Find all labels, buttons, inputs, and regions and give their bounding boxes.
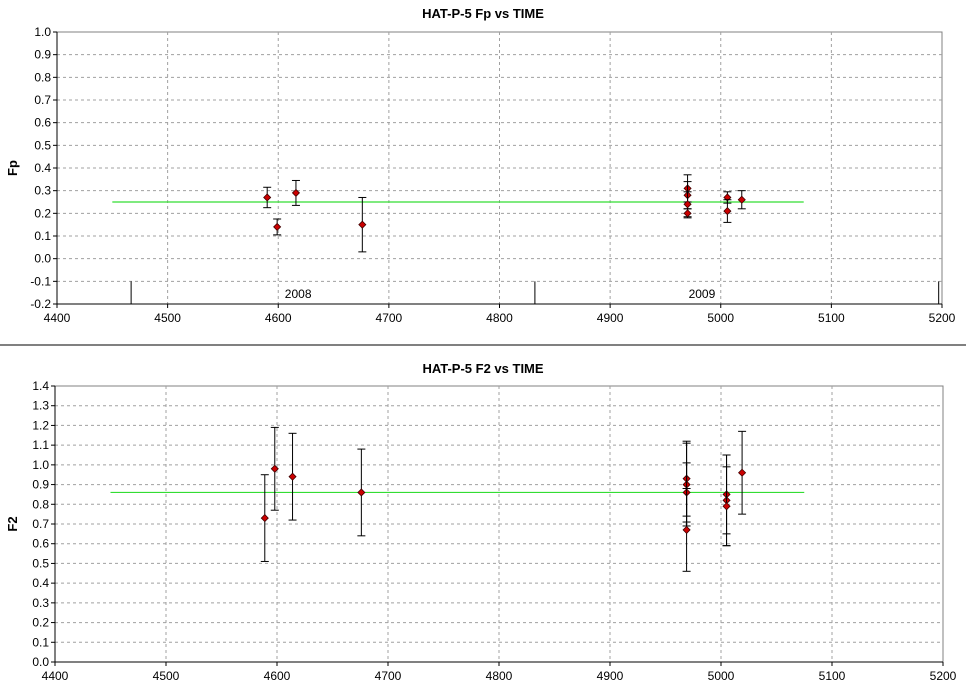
chart-title: HAT-P-5 Fp vs TIME [422, 6, 544, 21]
data-point [357, 488, 366, 497]
y-tick-label: 0.8 [32, 497, 49, 511]
y-tick-label: 1.2 [32, 418, 49, 432]
data-point [358, 220, 367, 229]
y-tick-label: 0.2 [32, 616, 49, 630]
y-tick-label: 1.0 [32, 458, 49, 472]
fp-chart-panel: HAT-P-5 Fp vs TIME Fp -0.2 -0.1 0.0 0.1 0.2 0… [5, 6, 956, 325]
year-label: 2008 [285, 287, 312, 301]
y-tick-label: 1.3 [32, 399, 49, 413]
y-tick-label: 0.6 [32, 537, 49, 551]
x-tick-label: 4400 [42, 669, 69, 683]
x-tick-label: 4400 [44, 311, 71, 325]
x-tick-label: 4500 [153, 669, 180, 683]
x-tick-label: 5200 [930, 669, 957, 683]
x-tick-label: 4500 [154, 311, 181, 325]
x-tick-label: 5200 [929, 311, 956, 325]
chart-title: HAT-P-5 F2 vs TIME [422, 361, 543, 376]
y-tick-label: 0.1 [32, 635, 49, 649]
x-tick-label: 4700 [375, 669, 402, 683]
data-point [683, 200, 692, 209]
x-tick-label: 4700 [376, 311, 403, 325]
data-point [291, 188, 301, 197]
x-tick-label: 4900 [597, 669, 624, 683]
year-label: 2009 [689, 287, 716, 301]
data-point [263, 193, 272, 202]
y-tick-label: -0.1 [30, 274, 51, 288]
data-point [722, 502, 731, 511]
y-tick-label: 0.4 [32, 576, 49, 590]
y-tick-label: 0.7 [34, 93, 51, 107]
x-tick-label: 4800 [486, 669, 513, 683]
data-point [270, 464, 279, 473]
y-tick-label: 1.0 [34, 25, 51, 39]
data-point [723, 207, 732, 216]
y-tick-label: 0.5 [32, 556, 49, 570]
x-tick-label: 5100 [819, 669, 846, 683]
y-tick-label: 0.1 [34, 229, 51, 243]
data-point [682, 525, 691, 534]
y-tick-label: 1.4 [32, 379, 49, 393]
y-tick-label: 0.0 [32, 655, 49, 669]
y-tick-label: 0.0 [34, 252, 51, 266]
x-tick-label: 4600 [264, 669, 291, 683]
y-tick-label: 0.3 [32, 596, 49, 610]
x-tick-label: 5000 [708, 669, 735, 683]
x-tick-label: 4600 [265, 311, 292, 325]
y-tick-label: -0.2 [30, 297, 51, 311]
y-axis-label: Fp [5, 160, 20, 176]
data-point [737, 195, 746, 204]
x-tick-label: 5100 [818, 311, 845, 325]
f2-chart-panel: HAT-P-5 F2 vs TIME F2 0.0 0.1 0.2 0.3 0.4 0.5… [5, 361, 957, 683]
data-point [273, 222, 282, 231]
data-point [683, 209, 692, 218]
y-tick-label: 0.9 [32, 478, 49, 492]
y-tick-label: 0.7 [32, 517, 49, 531]
data-point [288, 472, 297, 481]
y-axis-label: F2 [5, 516, 20, 531]
x-tick-label: 4900 [597, 311, 624, 325]
y-tick-label: 0.2 [34, 206, 51, 220]
y-tick-label: 1.1 [32, 438, 49, 452]
y-tick-label: 0.4 [34, 161, 51, 175]
y-tick-label: 0.5 [34, 138, 51, 152]
y-tick-label: 0.3 [34, 184, 51, 198]
y-tick-label: 0.9 [34, 48, 51, 62]
data-point [260, 514, 269, 523]
data-point [738, 468, 747, 477]
x-tick-label: 5000 [707, 311, 734, 325]
y-tick-label: 0.6 [34, 116, 51, 130]
y-tick-label: 0.8 [34, 70, 51, 84]
x-tick-label: 4800 [486, 311, 513, 325]
